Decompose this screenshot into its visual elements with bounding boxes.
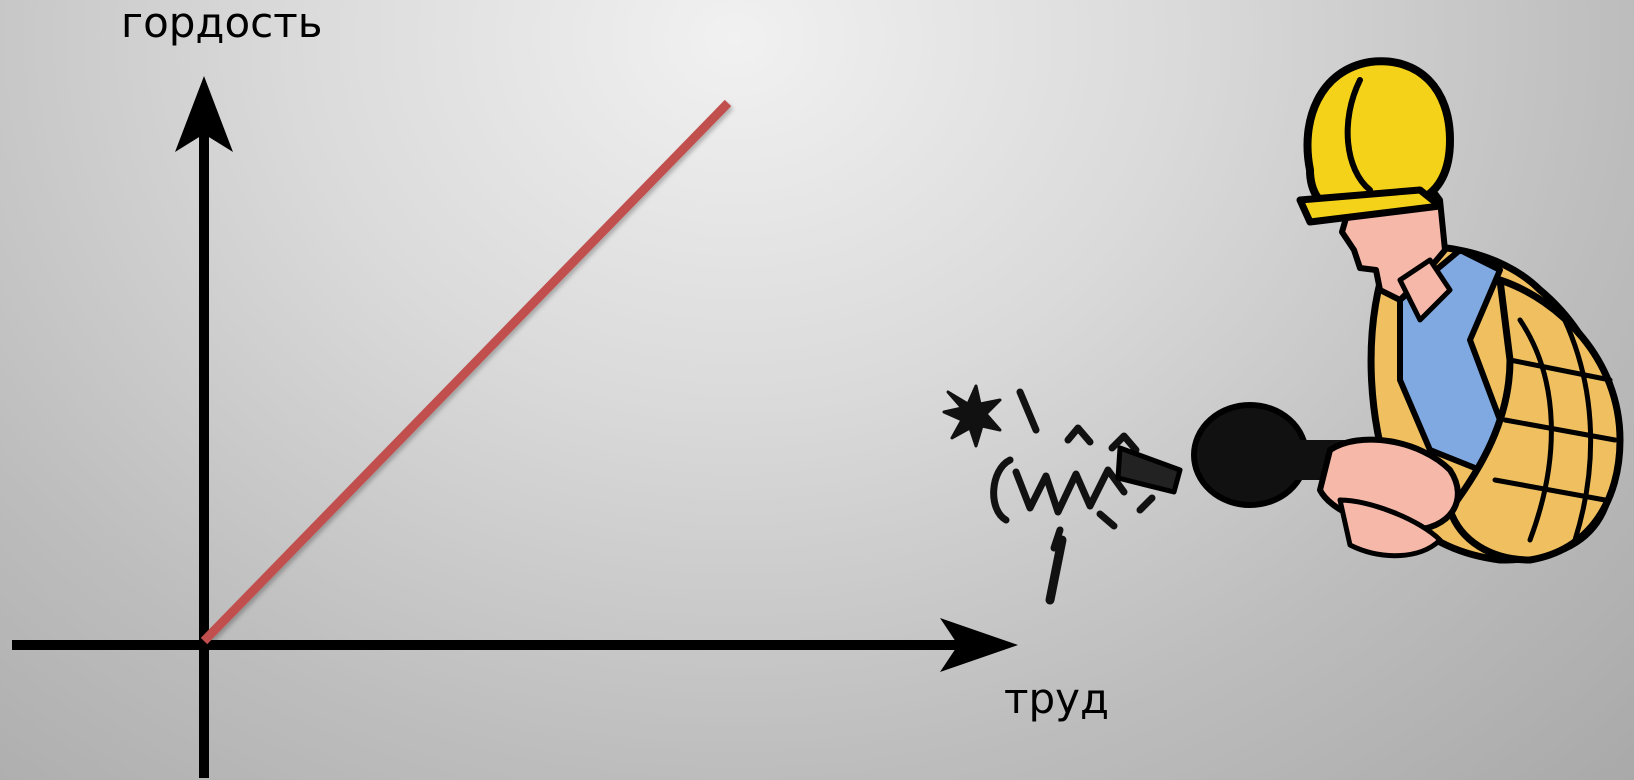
helmet-ridge bbox=[1344, 77, 1373, 193]
helmet-icon bbox=[1303, 57, 1454, 214]
y-axis-arrowhead bbox=[175, 76, 233, 152]
construction-worker-drill-icon bbox=[942, 57, 1624, 605]
axes bbox=[12, 76, 1018, 778]
x-axis-arrowhead bbox=[940, 618, 1018, 672]
x-axis-label: труд bbox=[1004, 674, 1110, 723]
helmet-brim bbox=[1296, 186, 1444, 226]
y-axis-label: гордость bbox=[121, 0, 323, 47]
sparks-icon bbox=[942, 384, 1156, 605]
plot-area bbox=[200, 99, 732, 645]
sleeve-pattern bbox=[1492, 307, 1618, 543]
worker-hand-lower bbox=[1337, 497, 1443, 559]
worker-neck bbox=[1397, 257, 1453, 323]
series-line-0 bbox=[200, 99, 732, 645]
